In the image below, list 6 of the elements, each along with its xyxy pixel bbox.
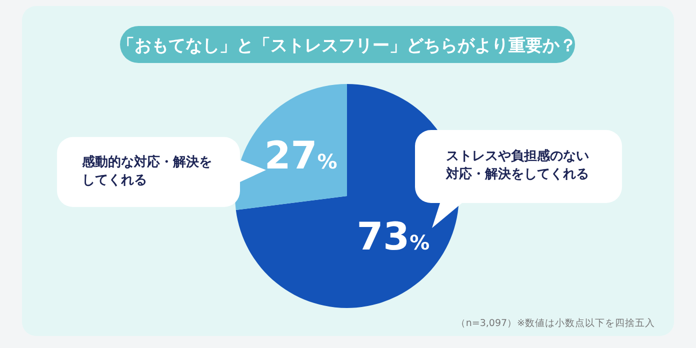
slice-label: 感動的な対応・解決をしてくれる bbox=[82, 154, 213, 190]
data-label: 27% bbox=[264, 133, 338, 178]
chart-title: 「おもてなし」と「ストレスフリー」どちらがより重要か？ bbox=[118, 36, 576, 56]
slice-label: ストレスや負担感のない対応・解決をしてくれる bbox=[446, 148, 590, 184]
data-label: 73% bbox=[356, 214, 430, 259]
text: （n=3,097）※数値は小数点以下を四捨五入 bbox=[456, 317, 655, 329]
